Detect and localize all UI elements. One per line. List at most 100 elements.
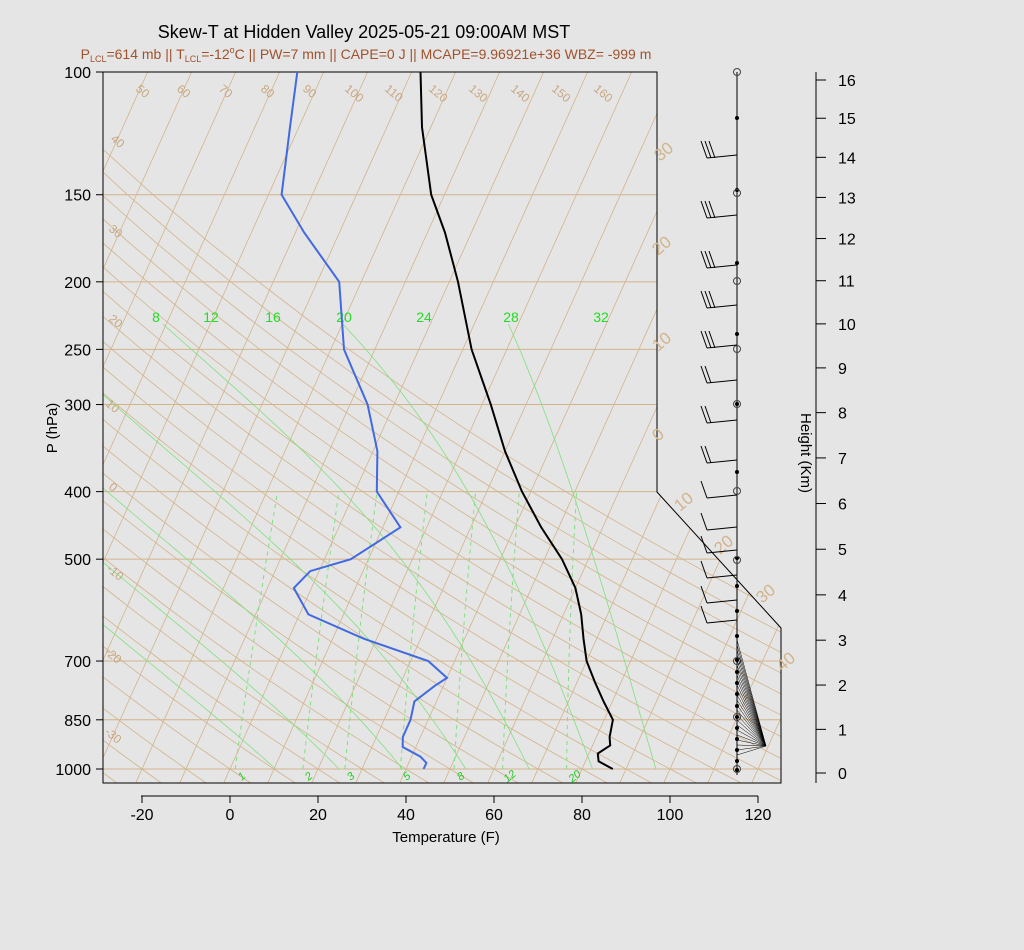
barb-flag: [704, 140, 712, 159]
barb-flag: [700, 585, 708, 604]
barb-fan-line: [736, 709, 767, 747]
barb-flag: [700, 512, 708, 531]
barb-flag: [708, 330, 716, 349]
wind-barb: [700, 560, 738, 579]
height-tick-label: 6: [838, 497, 847, 514]
barb-flag: [708, 250, 716, 269]
isotherm-label: 140: [508, 82, 533, 106]
isotherm: [486, 72, 781, 783]
wind-calm-circle: [733, 487, 741, 495]
dry-adiabat: [103, 72, 781, 783]
wind-level-dot: [735, 332, 739, 336]
barb-flag: [700, 480, 708, 499]
isotherm-label: 20: [106, 312, 125, 332]
dry-adiabat: [103, 72, 520, 783]
wind-level-dot: [735, 759, 739, 763]
isotherm-label: 10: [648, 328, 675, 355]
wind-calm-circle: [733, 277, 741, 285]
wind-barb: [700, 480, 738, 499]
y-tick-label: 500: [64, 552, 91, 569]
isotherm: [103, 72, 325, 783]
wind-barb: [700, 585, 738, 604]
wind-level-dot: [735, 715, 739, 719]
dry-adiabat: [103, 72, 163, 783]
y-tick-label: 850: [64, 713, 91, 730]
x-tick-label: 20: [309, 807, 327, 824]
dry-adiabat: [103, 72, 781, 783]
barb-fan-line: [736, 669, 767, 747]
dry-adiabat: [103, 72, 208, 783]
barb-shaft: [706, 154, 738, 159]
y-axis: 100 150 200 250 300 400 500 700 850 1000: [55, 65, 103, 779]
moist-adiabat: [162, 323, 530, 770]
isotherm-label: 160: [591, 82, 616, 106]
barb-fan-line: [736, 704, 767, 747]
isotherm-label: 0: [648, 424, 667, 445]
moist-adiabat: [508, 323, 657, 770]
mixing-ratio-line: [453, 491, 477, 770]
wind-barb: [700, 445, 738, 464]
wind-level-dot: [735, 692, 739, 696]
wind-level-dot: [735, 584, 739, 588]
dry-adiabat: [103, 72, 699, 783]
wind-barb: [700, 290, 738, 309]
mixing-ratio-line: [502, 491, 520, 770]
height-tick-label: 9: [838, 361, 847, 378]
wind-level-dot: [735, 261, 739, 265]
barb-shaft: [706, 526, 738, 531]
isotherm: [134, 72, 457, 783]
barb-shaft: [706, 379, 738, 384]
dry-adiabat: [103, 72, 781, 783]
wind-level-dot: [735, 116, 739, 120]
isotherm: [927, 72, 1024, 784]
wind-calm-circle: [733, 189, 741, 197]
isotherm-label: 20: [648, 232, 675, 259]
isotherm-label: -30: [102, 725, 125, 747]
dry-adiabat: [103, 72, 431, 783]
isotherm: [178, 72, 501, 783]
barb-fan-line: [736, 684, 767, 747]
barb-flag: [700, 330, 708, 349]
height-tick-label: 2: [838, 678, 847, 695]
y-tick-label: 300: [64, 398, 91, 415]
wind-calm-circle: [733, 400, 741, 408]
wind-level-dot: [735, 704, 739, 708]
barb-fan-line: [736, 744, 767, 747]
dry-adiabat: [103, 72, 654, 783]
dry-adiabat: [103, 72, 781, 783]
isotherm: [103, 72, 237, 783]
plot-area: [103, 72, 1024, 784]
barb-flag: [700, 140, 708, 159]
isotherm-label: 10: [103, 397, 122, 417]
moist-adiabat: [103, 323, 340, 770]
barb-fan-line: [736, 724, 767, 747]
moist-adiabat: [103, 323, 467, 770]
moist-adiabat: [103, 323, 277, 770]
isotherm: [103, 72, 413, 783]
barb-fan-line: [736, 719, 767, 747]
barb-shaft: [706, 599, 738, 604]
isotherm-label: 70: [216, 82, 235, 102]
wind-barb: [700, 535, 738, 554]
dry-adiabat: [103, 72, 781, 783]
height-tick-label: 0: [838, 766, 847, 783]
barb-shaft: [706, 549, 738, 554]
wind-calm-circle: [733, 556, 741, 564]
wind-level-dot: [735, 402, 739, 406]
mixing-ratio-label: 32: [593, 309, 609, 325]
barb-fan-line: [736, 694, 767, 747]
moist-adiabat: [103, 323, 403, 770]
isotherm-label: 80: [258, 82, 277, 102]
barb-fan-line: [736, 734, 767, 747]
wind-calm-circle: [733, 765, 741, 773]
mixing-ratio-label: 24: [416, 309, 432, 325]
isotherm: [310, 72, 633, 783]
barb-shaft: [706, 574, 738, 579]
barb-flag: [704, 405, 712, 424]
barb-flag: [700, 405, 708, 424]
y-tick-label: 400: [64, 485, 91, 502]
chart-subtitle: PLCL=614 mb || TLCL=-12oC || PW=7 mm || …: [81, 45, 652, 64]
height-tick-label: 15: [838, 111, 856, 128]
dry-adiabat: [103, 72, 565, 783]
